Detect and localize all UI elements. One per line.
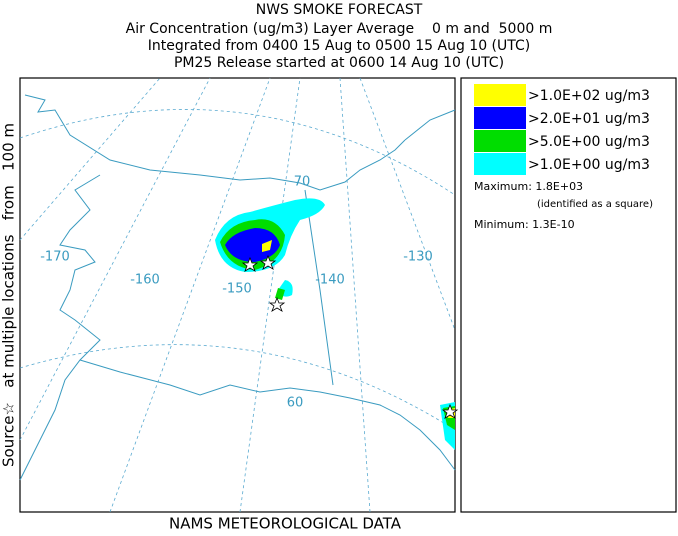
lat-label: 60: [287, 396, 304, 411]
legend-swatch: [474, 84, 526, 106]
source-star: [259, 254, 277, 270]
lon-line: [359, 77, 456, 331]
plume-area: [262, 240, 272, 252]
source-star: [241, 256, 259, 272]
subtitle: Integrated from 0400 15 Aug to 0500 15 A…: [148, 38, 531, 54]
minimum: Minimum: 1.3E-10: [474, 218, 575, 231]
title: NWS SMOKE FORECAST: [256, 2, 423, 18]
sources: [241, 254, 459, 419]
legend-items: >1.0E+02 ug/m3 >2.0E+01 ug/m3 >5.0E+00 ug/…: [474, 84, 650, 175]
lon-line: [19, 77, 211, 441]
lon-line: [239, 77, 301, 513]
plume-area: [225, 228, 280, 262]
lon-line: [339, 77, 371, 513]
legend-label: >1.0E+00 ug/m3: [528, 157, 650, 173]
lat-label: 70: [294, 175, 311, 190]
maximum-note: (identified as a square): [537, 199, 653, 210]
legend-swatch: [474, 107, 526, 129]
subtitle: PM25 Release started at 0600 14 Aug 10 (…: [174, 55, 504, 71]
footer: NAMS METEOROLOGICAL DATA: [169, 515, 402, 533]
legend-swatch: [474, 153, 526, 175]
coastline: [19, 94, 456, 481]
lon-label: -130: [403, 250, 433, 265]
legend-label: >2.0E+01 ug/m3: [528, 111, 650, 127]
map-frame: [19, 77, 456, 513]
lon-line: [109, 77, 271, 513]
legend: >1.0E+02 ug/m3 >2.0E+01 ug/m3 >5.0E+00 ug/…: [460, 77, 677, 513]
maximum: Maximum: 1.8E+03: [474, 180, 583, 193]
source-star: [268, 296, 286, 312]
legend-label: >1.0E+02 ug/m3: [528, 88, 650, 104]
map: -170 -160 -150 -140 -130 70 60: [19, 77, 459, 513]
source-star: [441, 403, 459, 419]
lon-label: -160: [130, 273, 160, 288]
side-label: Source☆ at multiple locations from 100 m: [0, 123, 18, 467]
plume-area: [275, 288, 285, 300]
lon-label: -150: [222, 282, 252, 297]
lat-line: [19, 109, 456, 196]
subtitle: Air Concentration (ug/m3) Layer Average …: [126, 21, 553, 37]
legend-swatch: [474, 130, 526, 152]
legend-label: >5.0E+00 ug/m3: [528, 134, 650, 150]
lon-label: -140: [315, 273, 345, 288]
graticule: [19, 77, 456, 513]
lon-label: -170: [40, 250, 70, 265]
